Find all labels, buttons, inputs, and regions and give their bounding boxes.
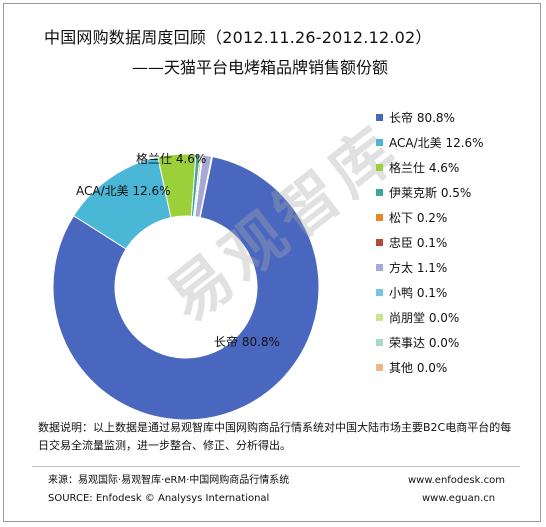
legend-swatch xyxy=(376,213,383,221)
chart-subtitle: ——天猫平台电烤箱品牌销售额份额 xyxy=(132,58,389,77)
legend-label: 长帝 80.8% xyxy=(389,110,455,125)
legend-item: 长帝 80.8% xyxy=(376,108,455,126)
slice-6 xyxy=(193,154,204,218)
legend-item: 忠臣 0.1% xyxy=(376,233,447,251)
legend-item: 格兰仕 4.6% xyxy=(376,158,459,176)
legend-swatch xyxy=(376,163,383,171)
footer-links: www.enfodesk.com www.eguan.cn xyxy=(408,472,505,508)
legend-swatch xyxy=(376,263,383,271)
legend-item: 伊莱克斯 0.5% xyxy=(376,183,471,201)
legend-item: 其他 0.0% xyxy=(376,358,447,376)
legend-label: 格兰仕 4.6% xyxy=(389,160,460,175)
legend-label: 小鸭 0.1% xyxy=(389,285,448,300)
legend-swatch xyxy=(376,363,383,371)
legend-swatch xyxy=(376,113,383,121)
slice-label-1: 长帝 80.8% xyxy=(214,334,280,349)
legend-swatch xyxy=(376,238,383,246)
legend-swatch xyxy=(376,138,383,146)
legend-label: 伊莱克斯 0.5% xyxy=(389,185,472,200)
legend-label: ACA/北美 12.6% xyxy=(389,135,484,150)
legend-label: 荣事达 0.0% xyxy=(389,335,460,350)
legend-item: 小鸭 0.1% xyxy=(376,283,447,301)
source-en: SOURCE: Enfodesk © Analysys Internationa… xyxy=(48,493,270,504)
chart-frame: 中国网购数据周度回顾（2012.11.26-2012.12.02） ——天猫平台… xyxy=(3,3,541,522)
legend-item: 松下 0.2% xyxy=(376,208,447,226)
legend-label: 尚朋堂 0.0% xyxy=(389,310,460,325)
legend-label: 松下 0.2% xyxy=(389,210,448,225)
legend-item: 尚朋堂 0.0% xyxy=(376,308,459,326)
legend-item: 方太 1.1% xyxy=(376,258,447,276)
legend-label: 忠臣 0.1% xyxy=(389,235,448,250)
legend-label: 方太 1.1% xyxy=(389,260,448,275)
legend-swatch xyxy=(376,313,383,321)
legend-swatch xyxy=(376,338,383,346)
link-eguan[interactable]: www.eguan.cn xyxy=(422,493,496,504)
chart-title: 中国网购数据周度回顾（2012.11.26-2012.12.02） xyxy=(44,28,432,47)
data-note: 数据说明：以上数据是通过易观智库中国网购商品行情系统对中国大陆市场主要B2C电商… xyxy=(38,421,512,452)
slice-label-2: ACA/北美 12.6% xyxy=(76,184,171,198)
footer-source: 来源：易观国际·易观智库·eRM·中国网购商品行情系统 SOURCE: Enfo… xyxy=(48,472,289,508)
footer-divider xyxy=(32,466,520,467)
legend-item: 荣事达 0.0% xyxy=(376,333,459,351)
legend-swatch xyxy=(376,188,383,196)
link-enfodesk[interactable]: www.enfodesk.com xyxy=(408,475,505,486)
slice-label-3: 格兰仕 4.6% xyxy=(136,151,206,166)
donut-chart: 长帝 80.8% ACA/北美 12.6% 格兰仕 4.6% xyxy=(52,151,320,421)
legend-label: 其他 0.0% xyxy=(389,360,448,375)
slice-1 xyxy=(52,156,320,421)
legend-item: ACA/北美 12.6% xyxy=(376,133,484,151)
source-cn: 来源：易观国际·易观智库·eRM·中国网购商品行情系统 xyxy=(48,475,290,486)
legend-swatch xyxy=(376,288,383,296)
